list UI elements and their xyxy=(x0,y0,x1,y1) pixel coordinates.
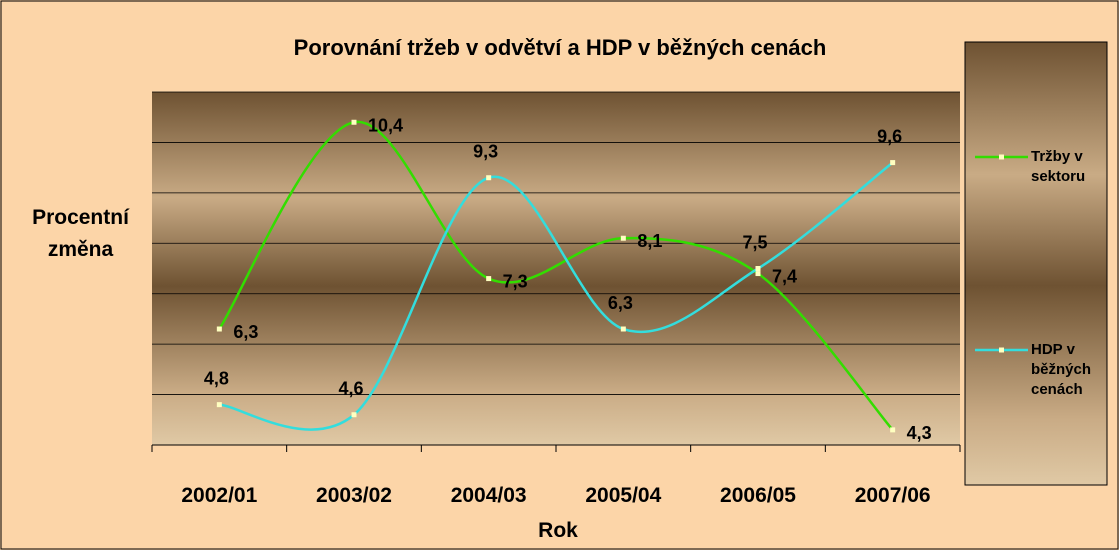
chart-title: Porovnání tržeb v odvětví a HDP v běžnýc… xyxy=(294,35,827,60)
legend-label: HDP v běžných cenách xyxy=(1031,341,1092,398)
legend-label: Tržby v sektoru xyxy=(1031,148,1086,185)
point-marker xyxy=(755,266,761,271)
data-label: 7,4 xyxy=(772,267,797,287)
plot-area xyxy=(152,92,960,445)
data-label: 4,3 xyxy=(907,423,932,443)
data-label: 4,6 xyxy=(338,379,363,399)
data-label: 8,1 xyxy=(637,231,662,251)
x-tick-label: 2005/04 xyxy=(585,484,661,507)
point-marker xyxy=(351,119,357,125)
point-marker xyxy=(620,235,626,241)
point-marker xyxy=(216,402,222,408)
point-marker xyxy=(486,276,492,282)
legend-marker xyxy=(999,347,1004,353)
data-label: 10,4 xyxy=(368,115,403,135)
x-tick-label: 2002/01 xyxy=(181,484,257,507)
point-marker xyxy=(890,427,896,433)
x-tick-label: 2007/06 xyxy=(855,484,931,507)
legend-box xyxy=(964,41,1108,486)
data-label: 7,3 xyxy=(503,272,528,292)
point-marker xyxy=(351,412,357,418)
x-tick-label: 2003/02 xyxy=(316,484,392,507)
data-label: 9,3 xyxy=(473,142,498,162)
point-marker xyxy=(890,160,896,166)
point-marker xyxy=(620,326,626,332)
data-label: 6,3 xyxy=(233,322,258,342)
series-line xyxy=(218,120,894,431)
data-label: 4,8 xyxy=(204,369,229,389)
x-axis-title: Rok xyxy=(538,519,578,542)
point-marker xyxy=(216,326,222,332)
point-marker xyxy=(755,271,761,277)
point-marker xyxy=(486,175,492,181)
x-tick-label: 2004/03 xyxy=(451,484,527,507)
data-label: 9,6 xyxy=(877,127,902,147)
legend-marker xyxy=(999,154,1004,160)
data-label: 6,3 xyxy=(608,293,633,313)
x-tick-label: 2006/05 xyxy=(720,484,796,507)
y-axis-title: Procentní změna xyxy=(32,206,129,261)
data-label: 7,5 xyxy=(742,233,767,253)
